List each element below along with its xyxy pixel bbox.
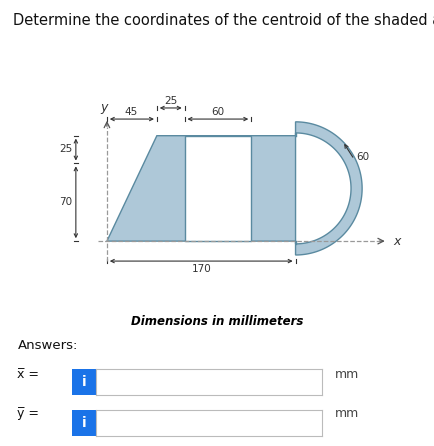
Text: i: i xyxy=(81,416,86,430)
Text: x: x xyxy=(392,235,400,248)
Text: mm: mm xyxy=(334,407,358,420)
Text: Dimensions in millimeters: Dimensions in millimeters xyxy=(131,314,303,328)
Text: 60: 60 xyxy=(211,107,224,117)
Text: 25: 25 xyxy=(164,96,177,106)
Text: 70: 70 xyxy=(59,197,72,207)
Polygon shape xyxy=(184,136,250,241)
Text: 45: 45 xyxy=(125,107,138,117)
Text: 25: 25 xyxy=(59,144,72,154)
Text: i: i xyxy=(81,375,86,389)
Text: y̅ =: y̅ = xyxy=(17,407,39,420)
Text: 170: 170 xyxy=(191,264,210,274)
Text: Determine the coordinates of the centroid of the shaded area.: Determine the coordinates of the centroi… xyxy=(13,13,434,29)
Polygon shape xyxy=(107,122,361,255)
Text: 50: 50 xyxy=(337,192,350,202)
Text: x̅ =: x̅ = xyxy=(17,368,39,380)
Polygon shape xyxy=(295,133,350,244)
Text: Answers:: Answers: xyxy=(17,339,78,352)
Text: 60: 60 xyxy=(356,153,369,162)
Text: y: y xyxy=(100,100,107,114)
Text: mm: mm xyxy=(334,368,358,380)
